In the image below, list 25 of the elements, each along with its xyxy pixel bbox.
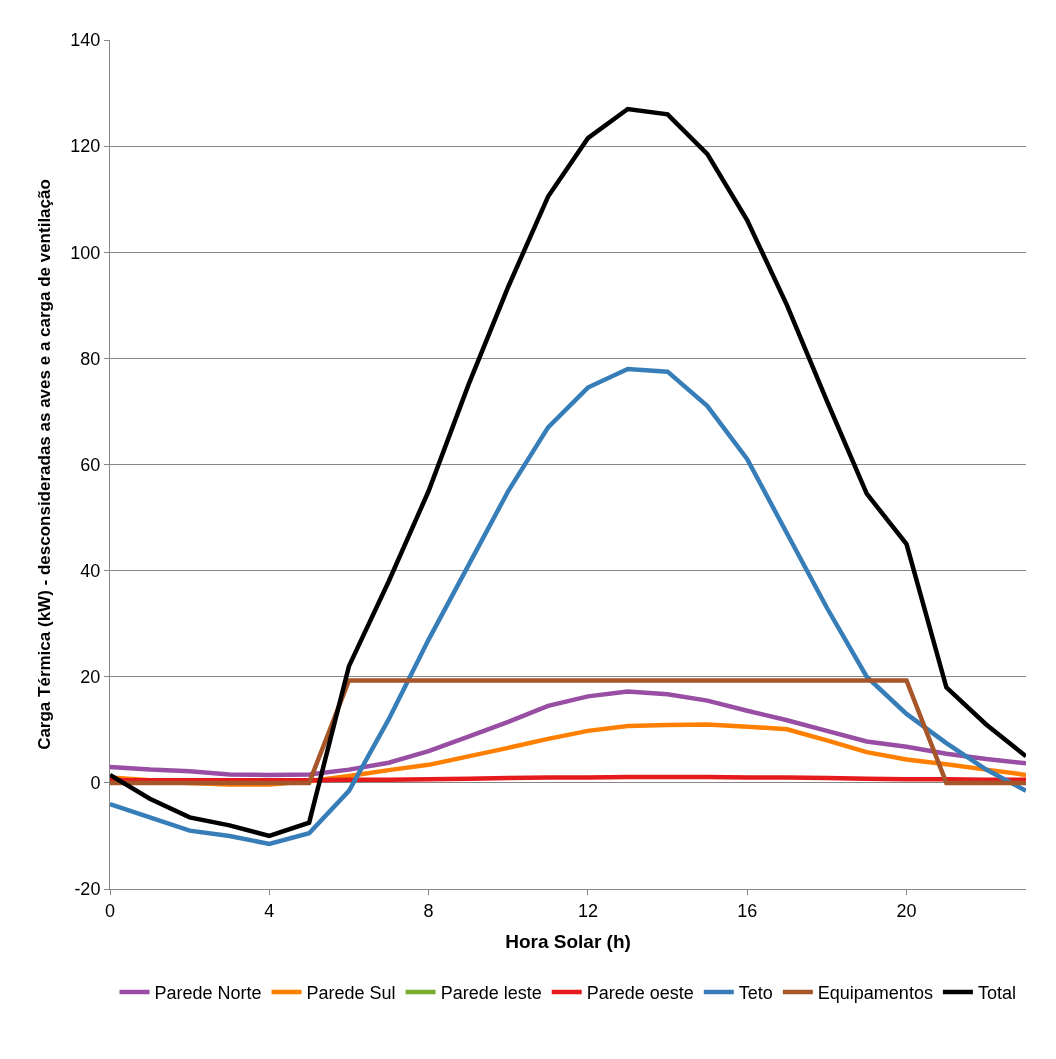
x-tick-label: 0 — [104, 900, 116, 921]
y-tick-label: 0 — [90, 773, 101, 794]
x-tick-label: 12 — [577, 900, 598, 921]
x-tick-label: 8 — [423, 900, 434, 921]
line-series — [110, 689, 1026, 778]
legend-label: Equipamentos — [817, 983, 933, 1004]
y-tick-label: -20 — [74, 879, 101, 900]
y-tick-label: 60 — [80, 454, 101, 475]
x-tick-label: 20 — [896, 900, 917, 921]
legend-label: Parede Norte — [154, 983, 262, 1004]
y-tick-label: 80 — [80, 348, 101, 369]
legend-label: Parede Sul — [306, 983, 396, 1004]
x-tick-label: 4 — [264, 900, 275, 921]
y-tick-label: 140 — [70, 30, 101, 51]
legend-label: Parede leste — [440, 983, 542, 1004]
legend-label: Total — [977, 983, 1016, 1004]
legend-label: Teto — [738, 983, 773, 1004]
x-tick-label: 16 — [737, 900, 758, 921]
y-axis-title: Carga Térmica (kW) - desconsideradas as aves e a carga de ventilação — [34, 179, 54, 750]
y-tick-label: 120 — [70, 136, 101, 157]
y-tick-label: 20 — [80, 667, 101, 688]
x-axis-title: Hora Solar (h) — [505, 931, 631, 953]
y-tick-label: 40 — [80, 560, 101, 581]
legend-label: Parede oeste — [586, 983, 694, 1004]
y-tick-label: 100 — [70, 242, 101, 263]
